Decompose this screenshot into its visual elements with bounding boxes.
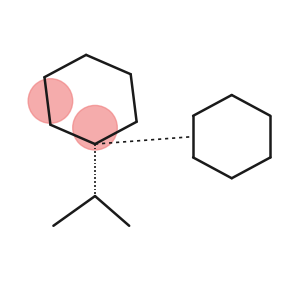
Circle shape (28, 79, 73, 123)
Circle shape (73, 105, 117, 150)
